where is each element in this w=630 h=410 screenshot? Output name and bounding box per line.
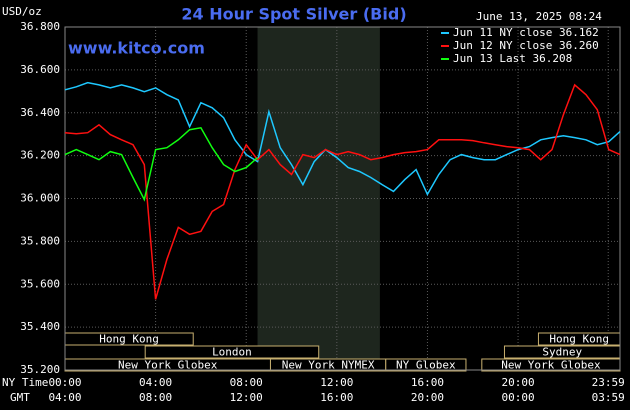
x2-tick-label: 12:00 [230,391,263,404]
y-tick-label: 36.600 [20,63,60,76]
unit-label: USD/oz [2,5,42,18]
x2-tick-label: 00:00 [501,391,534,404]
x-tick-label: 04:00 [139,376,172,389]
x-tick-label: 16:00 [411,376,444,389]
series-line [64,81,621,197]
x2-tick-label: 08:00 [139,391,172,404]
website: www.kitco.com [68,39,205,58]
session-label: NY Globex [396,359,456,372]
y-tick-label: 35.800 [20,234,60,247]
legend-label: Jun 11 NY close 36.162 [453,26,599,39]
x-tick-label: 20:00 [501,376,534,389]
y-tick-label: 35.200 [20,363,60,376]
session-box [144,345,320,359]
session-label: Hong Kong [549,333,609,346]
legend-label: Jun 13 Last 36.208 [453,52,572,65]
y-tick-label: 35.400 [20,320,60,333]
x-axis-label: NY Time [2,376,48,389]
session-label: New York NYMEX [282,359,375,372]
series-line [64,83,621,300]
x-tick-label: 00:00 [48,376,81,389]
x2-tick-label: 03:59 [592,391,625,404]
series-line [64,126,259,202]
y-tick-label: 36.200 [20,149,60,162]
x-tick-label: 12:00 [320,376,353,389]
session-box [385,358,467,372]
x2-axis-label: GMT [10,391,30,404]
session-label: London [212,346,252,359]
y-tick-label: 35.600 [20,277,60,290]
chart-date: June 13, 2025 08:24 [476,10,602,23]
chart-title: 24 Hour Spot Silver (Bid) [181,5,406,24]
session-label: New York Globex [118,359,218,372]
y-tick-label: 36.400 [20,106,60,119]
session-label: New York Globex [501,359,601,372]
session-label: Sydney [542,346,582,359]
legend-label: Jun 12 NY close 36.260 [453,39,599,52]
x2-tick-label: 20:00 [411,391,444,404]
plot-frame [64,26,621,371]
x-tick-label: 08:00 [230,376,263,389]
y-tick-label: 36.800 [20,20,60,33]
x2-tick-label: 04:00 [48,391,81,404]
x2-tick-label: 16:00 [320,391,353,404]
x-tick-label: 23:59 [592,376,625,389]
session-label: Hong Kong [99,333,159,346]
y-tick-label: 36.000 [20,192,60,205]
